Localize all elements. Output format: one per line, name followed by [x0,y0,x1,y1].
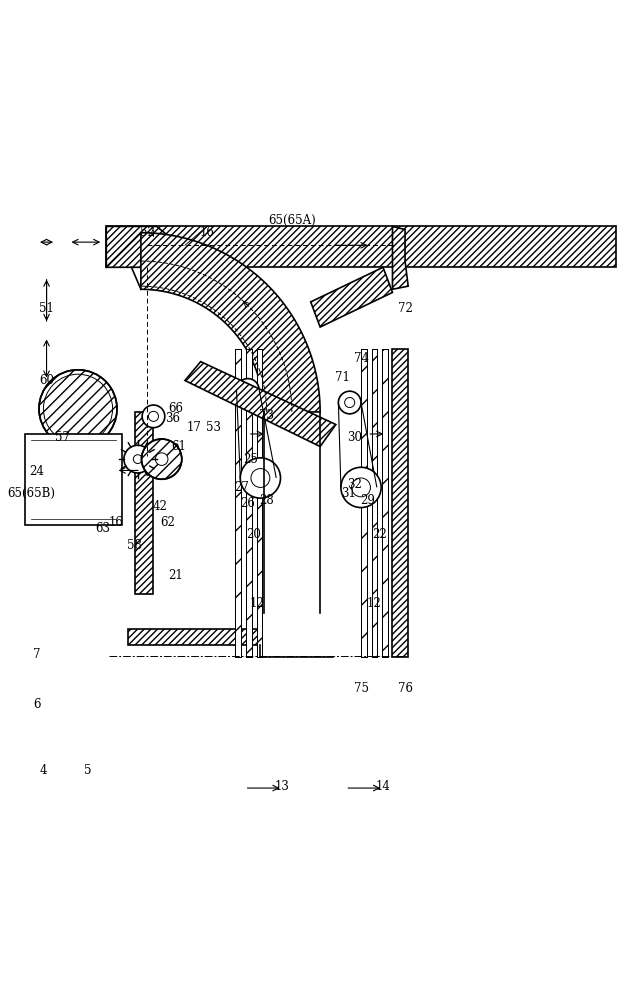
Text: 65(65A): 65(65A) [268,214,315,227]
Bar [256,349,262,657]
Text: 73: 73 [259,409,274,422]
Bar [382,349,388,657]
Text: 21: 21 [168,569,183,582]
Text: 62: 62 [160,516,176,529]
Bar [361,349,367,657]
Text: 12: 12 [366,597,381,610]
Bar [135,412,153,594]
Text: 66: 66 [168,402,183,415]
Text: 76: 76 [398,682,413,695]
Text: 29: 29 [360,494,375,507]
Bar [392,349,408,657]
Text: 72: 72 [398,302,413,315]
Text: 57: 57 [55,431,70,444]
Bar [246,349,252,657]
Circle shape [155,453,168,465]
Bar [235,349,241,657]
Text: 6: 6 [33,698,41,711]
Text: 16: 16 [108,516,123,529]
Text: 51: 51 [39,302,54,315]
Text: 5: 5 [84,764,91,777]
Bar [256,349,262,657]
Polygon shape [106,226,207,267]
Text: 42: 42 [153,500,167,513]
Circle shape [124,445,151,473]
Text: 26: 26 [240,497,255,510]
Text: 74: 74 [354,352,368,365]
Bar [128,629,260,645]
Text: 17: 17 [187,421,202,434]
Text: 36: 36 [165,412,180,425]
Text: 20: 20 [247,528,261,541]
Text: 53: 53 [205,421,221,434]
Text: 22: 22 [373,528,387,541]
Text: 7: 7 [33,648,41,661]
Text: 60: 60 [39,374,54,387]
Text: 28: 28 [259,494,274,507]
Text: 14: 14 [376,780,391,793]
Text: 30: 30 [347,431,363,444]
Text: 71: 71 [335,371,350,384]
Text: 52: 52 [140,226,155,239]
Text: 63: 63 [95,522,111,535]
Text: 16: 16 [200,226,214,239]
Bar [246,349,252,657]
Text: 27: 27 [234,481,249,494]
Circle shape [237,379,259,401]
Polygon shape [392,226,408,289]
Circle shape [39,370,117,448]
Bar [106,226,616,267]
Text: 12: 12 [250,597,265,610]
Text: 58: 58 [127,539,142,552]
Text: 24: 24 [30,465,45,478]
Bar [25,434,122,525]
Text: 4: 4 [39,764,47,777]
Text: 31: 31 [341,487,356,500]
Circle shape [338,391,361,414]
Bar [382,349,388,657]
Text: 61: 61 [171,440,186,453]
Polygon shape [311,267,392,327]
Circle shape [142,439,182,479]
Bar [235,349,241,657]
Bar [371,349,377,657]
Text: 65(65B): 65(65B) [7,487,55,500]
Text: 32: 32 [347,478,362,491]
Bar [371,349,377,657]
Circle shape [142,405,165,428]
Circle shape [240,458,280,498]
Text: 13: 13 [275,780,290,793]
Text: 25: 25 [244,453,258,466]
Bar [361,349,367,657]
Circle shape [341,467,381,508]
Text: 75: 75 [354,682,368,695]
Polygon shape [141,233,320,412]
Polygon shape [185,362,336,447]
